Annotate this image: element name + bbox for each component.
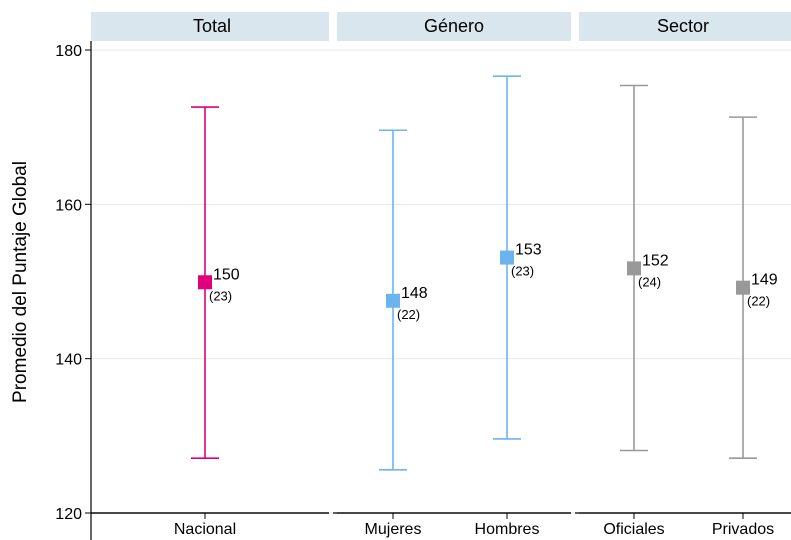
mean-label: 149 bbox=[751, 272, 778, 289]
panel-strip bbox=[91, 12, 333, 41]
x-tick-label: Oficiales bbox=[603, 521, 664, 538]
plot-area: Total Género Sector 120 140 160 180 150 (23) Naci… bbox=[55, 12, 791, 540]
panel-strip bbox=[333, 12, 575, 41]
mean-marker bbox=[198, 275, 212, 290]
sd-label: (24) bbox=[638, 274, 661, 289]
panel-title: Género bbox=[424, 16, 484, 36]
sd-label: (22) bbox=[397, 307, 420, 322]
sd-label: (23) bbox=[511, 264, 534, 279]
y-tick-label: 140 bbox=[55, 352, 82, 369]
x-tick-label: Mujeres bbox=[365, 521, 422, 538]
mean-marker bbox=[500, 250, 514, 265]
x-tick-label: Nacional bbox=[174, 521, 236, 538]
strip-gap bbox=[571, 12, 579, 41]
mean-marker bbox=[627, 261, 641, 276]
x-tick-label: Privados bbox=[712, 521, 774, 538]
mean-label: 152 bbox=[642, 252, 669, 269]
x-tick-label: Hombres bbox=[475, 521, 540, 538]
mean-label: 150 bbox=[213, 266, 240, 283]
sd-label: (23) bbox=[209, 288, 232, 303]
y-tick-label: 120 bbox=[55, 506, 82, 523]
y-axis-label: Promedio del Puntaje Global bbox=[10, 161, 31, 403]
mean-label: 148 bbox=[401, 285, 428, 302]
sd-label: (22) bbox=[747, 294, 770, 309]
mean-marker bbox=[386, 293, 400, 308]
mean-label: 153 bbox=[515, 242, 542, 259]
strip-gap bbox=[329, 12, 337, 41]
panel-strip bbox=[575, 12, 791, 41]
panel-title: Total bbox=[193, 16, 231, 36]
y-tick-label: 180 bbox=[55, 43, 82, 60]
panel-title: Sector bbox=[657, 16, 709, 36]
y-tick-label: 160 bbox=[55, 197, 82, 214]
mean-marker bbox=[736, 280, 750, 295]
